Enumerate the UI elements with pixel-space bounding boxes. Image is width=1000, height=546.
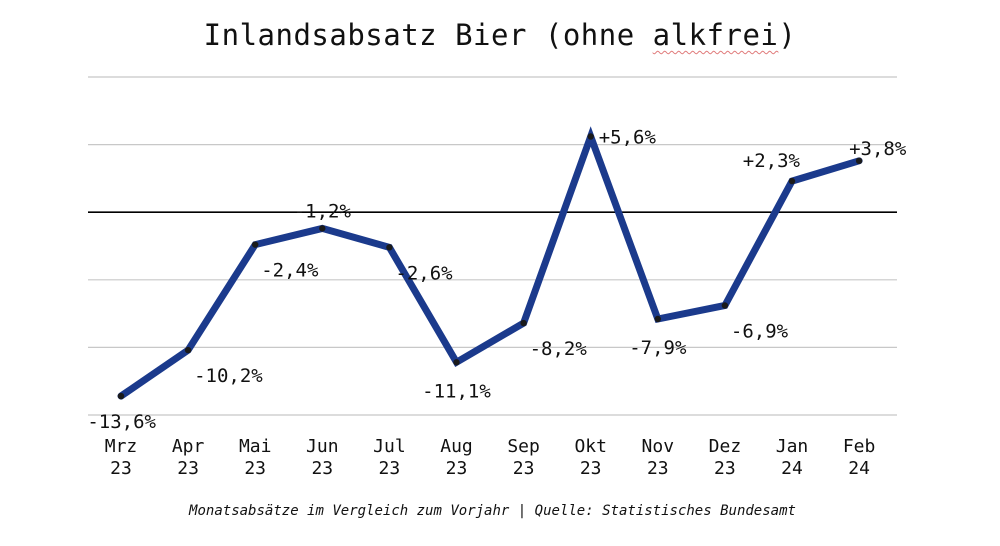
data-point [453,359,460,366]
x-tick-label-month: Nov [642,436,675,457]
chart-title-underlined-word: alkfrei [652,18,779,52]
series-line [117,126,863,400]
data-point [184,346,192,354]
data-point [855,157,863,165]
series-line-group [117,126,863,400]
chart-footer: Monatsabsätze im Vergleich zum Vorjahr |… [0,503,985,519]
x-tick-label-month: Feb [843,436,876,457]
data-label: +3,8% [849,138,907,160]
x-axis-tick-labels: Mrz23Apr23Mai23Jun23Jul23Aug23Sep23Okt23… [105,436,876,479]
data-label: +2,3% [743,150,801,172]
x-tick-label-month: Jun [306,436,339,457]
data-label: -10,2% [194,365,263,387]
x-tick-label-year: 23 [580,458,602,479]
data-label: -13,6% [87,411,156,433]
x-tick-label-year: 23 [714,458,736,479]
x-tick-label-month: Aug [440,436,473,457]
footer-source: Quelle: Statistisches Bundesamt [534,503,796,519]
data-label: -8,2% [530,338,588,360]
x-tick-label-year: 23 [379,458,401,479]
footer-note: Monatsabsätze im Vergleich zum Vorjahr [189,503,510,519]
gridlines [88,76,897,416]
x-tick-label-year: 23 [177,458,199,479]
x-tick-label-year: 24 [848,458,870,479]
x-tick-label-year: 23 [647,458,669,479]
data-point [117,392,125,400]
x-tick-label-month: Jul [373,436,406,457]
data-point [252,241,259,248]
chart-title-prefix: Inlandsabsatz Bier (ohne [203,18,653,52]
x-tick-label-month: Mai [239,436,272,457]
data-point [520,319,527,327]
data-point [788,177,796,185]
data-point [386,244,393,251]
data-point [654,315,661,323]
x-tick-label-month: Dez [709,436,742,457]
data-point [721,302,729,309]
x-tick-label-month: Okt [574,436,607,457]
data-label: -6,9% [731,320,789,342]
x-tick-label-year: 24 [781,458,803,479]
x-tick-label-month: Mrz [105,436,138,457]
x-tick-label-year: 23 [446,458,468,479]
data-labels: -13,6% -10,2% -2,4% -1,2% -2,6% -11,1% -8,2% +5… [87,126,906,433]
footer-separator: | [517,503,527,519]
chart-title: Inlandsabsatz Bier (ohne alkfrei) [0,18,1000,52]
data-label: -7,9% [629,337,687,359]
data-label: -1,2% [294,200,352,222]
x-tick-label-month: Jan [776,436,809,457]
x-tick-label-month: Apr [172,436,205,457]
data-label: -2,4% [261,260,319,282]
data-label: -2,6% [395,262,453,284]
x-tick-label-year: 23 [244,458,266,479]
chart-title-suffix: ) [778,18,797,52]
x-tick-label-year: 23 [110,458,132,479]
x-tick-label-month: Sep [507,436,540,457]
data-markers [117,133,863,400]
data-label: +5,6% [599,126,657,148]
x-tick-label-year: 23 [513,458,535,479]
data-point [319,225,326,232]
data-point [587,133,594,140]
data-label: -11,1% [422,380,491,402]
x-tick-label-year: 23 [311,458,333,479]
